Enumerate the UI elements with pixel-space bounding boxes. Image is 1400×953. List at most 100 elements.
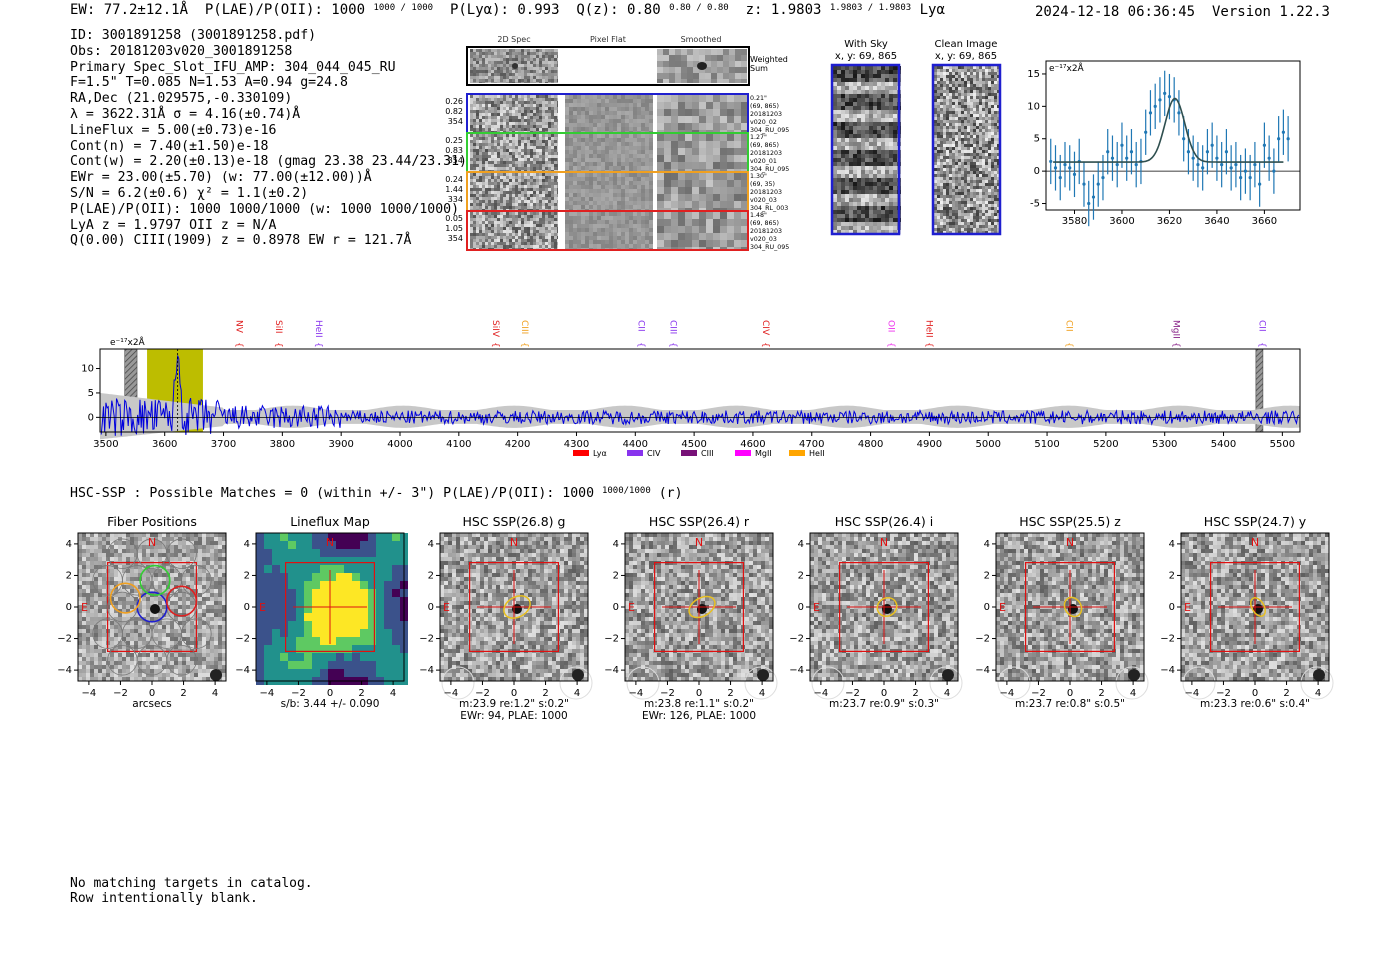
pixel — [893, 138, 897, 142]
pixel — [955, 78, 958, 81]
pixel — [967, 87, 970, 90]
pixel — [955, 135, 958, 138]
pixel — [869, 178, 873, 182]
pixel — [551, 140, 554, 143]
pixel — [506, 49, 509, 52]
pixel — [988, 99, 991, 102]
pixel — [506, 152, 509, 155]
pixel — [497, 161, 500, 164]
pixel — [958, 132, 961, 135]
pixel — [881, 198, 885, 202]
pixel — [554, 122, 557, 125]
pixel — [720, 247, 727, 249]
pixel — [713, 130, 720, 132]
pixel — [985, 150, 988, 153]
pixel — [937, 102, 940, 105]
pixel — [849, 210, 853, 214]
pixel — [861, 102, 865, 106]
pixel — [476, 206, 479, 209]
pixel — [949, 123, 952, 126]
pixel — [503, 230, 506, 233]
pixel — [849, 142, 853, 146]
pixel — [955, 111, 958, 114]
pixel — [515, 149, 518, 152]
pixel — [609, 232, 613, 236]
pixel — [893, 214, 897, 218]
pixel — [476, 197, 479, 200]
pixel — [617, 201, 621, 205]
pixel — [551, 55, 554, 58]
pixel — [518, 221, 521, 224]
pixel — [530, 233, 533, 236]
pixel — [542, 161, 545, 164]
pixel — [515, 113, 518, 116]
pixel — [527, 122, 530, 125]
pixel — [509, 101, 512, 104]
pixel — [853, 170, 857, 174]
pixel — [845, 78, 849, 82]
pixel — [976, 126, 979, 129]
pixel — [601, 146, 605, 150]
pixel — [482, 58, 485, 61]
pixel — [873, 190, 877, 194]
pixel — [557, 176, 558, 179]
pixel — [476, 143, 479, 146]
pixel — [573, 134, 577, 138]
pixel — [946, 192, 949, 195]
pixel — [605, 162, 609, 166]
pixel — [849, 226, 853, 230]
pixel — [503, 76, 506, 79]
pixel — [518, 73, 521, 76]
pixel — [637, 197, 641, 201]
pixel — [849, 174, 853, 178]
row-right-label: 304_RL_003 — [750, 205, 788, 212]
pixel — [542, 137, 545, 140]
pixel — [482, 113, 485, 116]
pixel — [509, 203, 512, 206]
pixel — [970, 162, 973, 165]
pixel — [713, 162, 720, 169]
pixel — [720, 233, 727, 240]
pixel — [657, 73, 663, 79]
pixel — [645, 197, 649, 201]
pixel — [573, 146, 577, 150]
pixel — [551, 113, 554, 116]
pixel — [699, 180, 706, 187]
pixel — [609, 216, 613, 220]
pixel — [705, 61, 711, 67]
pixel — [961, 81, 964, 84]
pixel — [491, 224, 494, 227]
pixel — [506, 98, 509, 101]
pixel — [589, 248, 593, 249]
pixel — [527, 146, 530, 149]
pixel — [473, 70, 476, 73]
pixel — [551, 209, 554, 210]
pixel — [671, 180, 678, 187]
pixel — [601, 240, 605, 244]
pixel — [861, 142, 865, 146]
pixel — [554, 104, 557, 107]
pixel — [542, 233, 545, 236]
pixel — [633, 119, 637, 123]
pixel — [479, 98, 482, 101]
pixel — [593, 134, 597, 138]
row-right-label: 304_RU_095 — [750, 166, 789, 173]
pixel — [506, 79, 509, 82]
pixel — [585, 216, 589, 220]
pixel — [539, 206, 542, 209]
pixel — [506, 143, 509, 146]
pixel — [506, 236, 509, 239]
pixel — [589, 216, 593, 220]
pixel — [548, 194, 551, 197]
pixel — [889, 134, 893, 138]
pixel — [473, 179, 476, 182]
pixel — [949, 189, 952, 192]
pixel — [539, 230, 542, 233]
pixel — [720, 180, 727, 187]
pixel — [621, 107, 625, 111]
pixel — [706, 95, 713, 102]
pixel — [491, 188, 494, 191]
pixel — [527, 215, 530, 218]
pixel — [482, 52, 485, 55]
pixel — [857, 90, 861, 94]
